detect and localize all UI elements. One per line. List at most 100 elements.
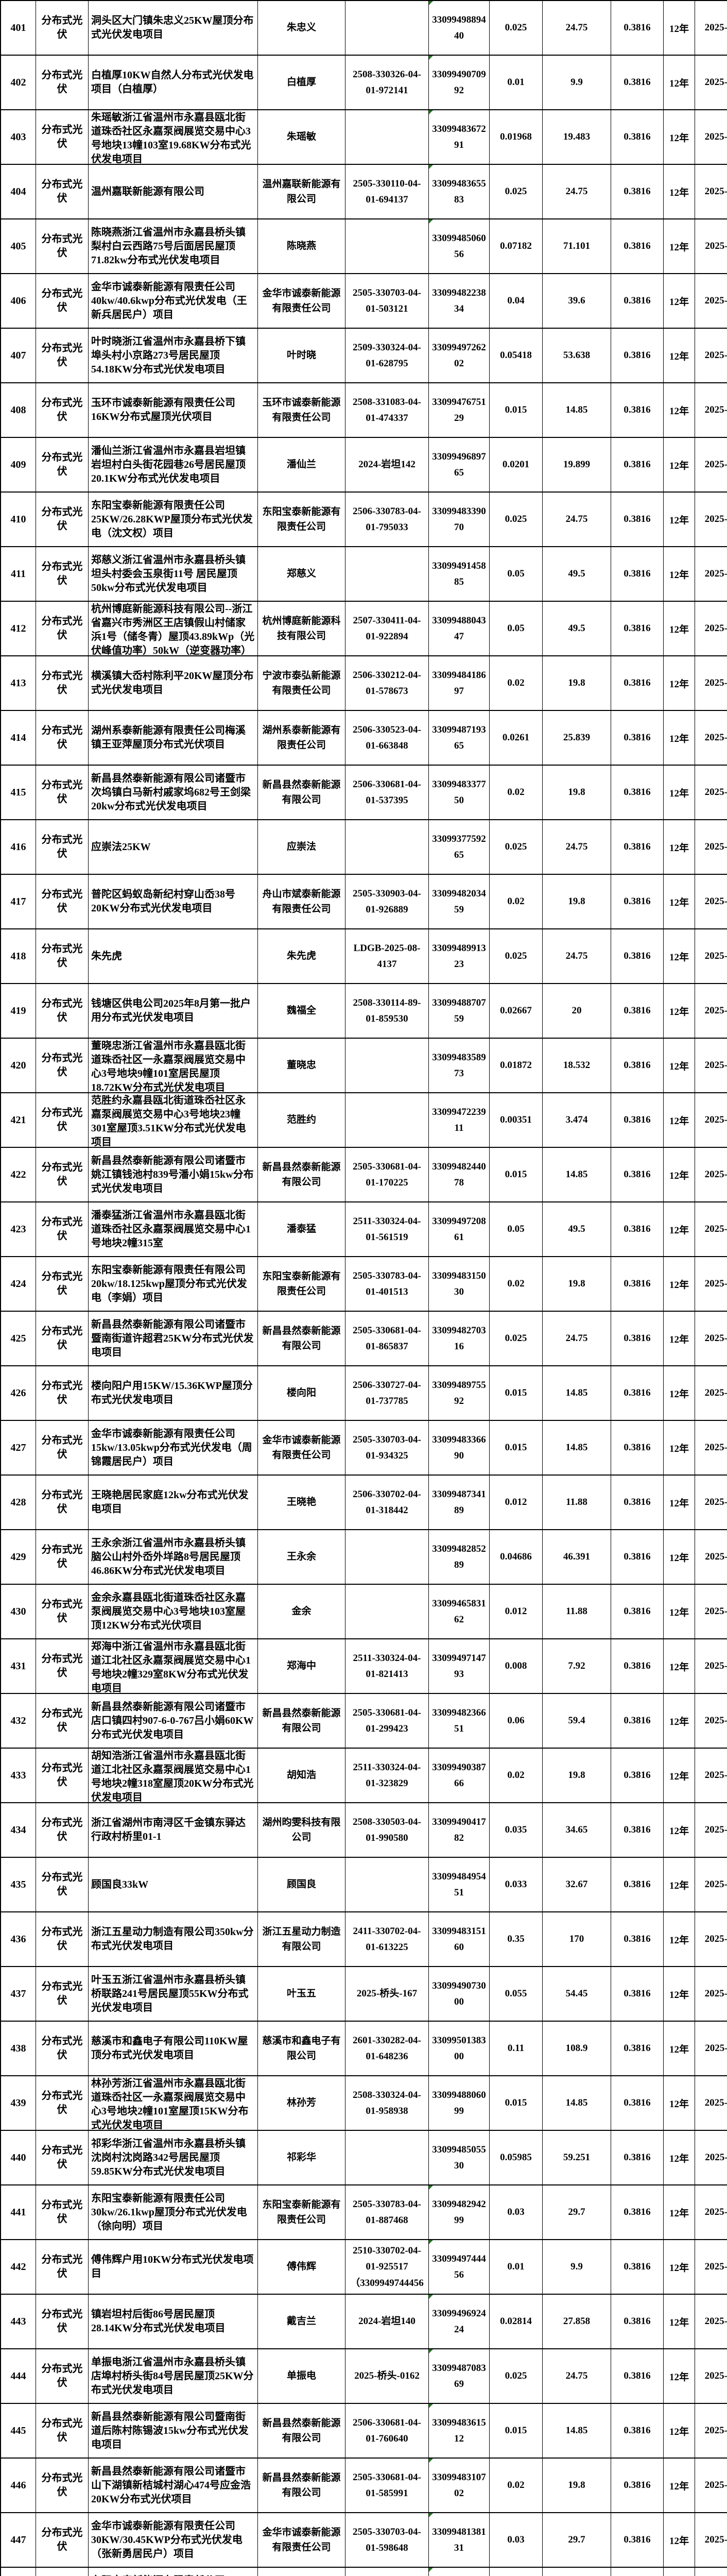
cell-grid-connection-code: 3309948358973 bbox=[428, 1038, 490, 1093]
cell-capacity: 0.0201 bbox=[489, 437, 543, 493]
cell-project-type: 分布式光伏 bbox=[36, 273, 89, 329]
cell-capacity: 0.015 bbox=[489, 1365, 543, 1421]
cell-owner-name: 范胜约 bbox=[257, 1092, 345, 1148]
cell-record-code bbox=[345, 109, 429, 165]
row-number-text: 425 bbox=[10, 1332, 26, 1344]
cell-annual-energy: 25.839 bbox=[542, 710, 611, 766]
annual-energy-text: 59.251 bbox=[563, 2152, 591, 2163]
annual-energy-text: 49.5 bbox=[568, 1224, 585, 1234]
grid-connection-code-text: 3309948870759 bbox=[432, 997, 486, 1024]
row-number-text: 436 bbox=[10, 1933, 26, 1945]
cell-project-name: 横溪镇大岙村陈利平20KW屋顶分布式光伏发电项目 bbox=[88, 655, 258, 711]
row-number-text: 422 bbox=[10, 1168, 26, 1180]
project-name-text: 慈溪市和鑫电子有限公司110KW屋顶分布式光伏发电项目 bbox=[91, 2036, 248, 2061]
cell-price: 0.3816 bbox=[611, 874, 664, 929]
table-row: 447 分布式光伏 金华市诚泰新能源有限责任公司30KW/30.45KWP分布式光伏… bbox=[0, 2512, 727, 2568]
cell-grid-connection-code: 3309948337750 bbox=[428, 765, 490, 820]
table-row: 406 分布式光伏 金华市诚泰新能源有限责任公司40kw/40.6kwp分布式光伏发… bbox=[0, 273, 727, 329]
cell-price: 0.3816 bbox=[611, 2021, 664, 2076]
cell-price: 0.3816 bbox=[611, 1584, 664, 1639]
project-name-text: 浙江五星动力制造有限公司350kw分布式光伏发电项目 bbox=[91, 1926, 254, 1952]
grid-connection-date-text: 2025-06-19 bbox=[704, 514, 727, 524]
cell-project-name: 陈晓燕浙江省温州市永嘉县桥头镇梨村白云西路75号后面居民屋顶71.82kw分布式… bbox=[88, 218, 258, 274]
grid-connection-date-text: 2025-08-11 bbox=[705, 1551, 727, 1562]
owner-name-text: 魏福全 bbox=[286, 1005, 316, 1016]
cell-annual-energy: 11.88 bbox=[542, 1475, 611, 1530]
cell-term: 12年 bbox=[663, 1693, 695, 1749]
cell-project-type: 分布式光伏 bbox=[36, 0, 89, 56]
record-code-text: 2508-330326-04-01-972141 bbox=[353, 69, 421, 96]
owner-name-text: 王晓艳 bbox=[286, 1497, 316, 1508]
table-row: 425 分布式光伏 新昌县然泰新能源有限公司诸暨市暨南街道许超君25KW分布式光伏发… bbox=[0, 1311, 727, 1366]
grid-connection-date-text: 2025-07-09 bbox=[704, 1606, 727, 1617]
term-text: 12年 bbox=[669, 624, 689, 635]
owner-name-text: 东阳宝泰新能源有限责任公司 bbox=[262, 1270, 341, 1297]
cell-term: 12年 bbox=[663, 164, 695, 219]
grid-connection-code-text: 3309949744456 bbox=[432, 2253, 486, 2280]
grid-connection-code-text: 3309948244078 bbox=[432, 1161, 486, 1188]
cell-grid-connection-code: 3309948315030 bbox=[428, 1256, 490, 1312]
cell-record-code: 2506-330783-04-01-795033 bbox=[345, 492, 429, 547]
cell-term: 12年 bbox=[663, 1420, 695, 1476]
project-type-text: 分布式光伏 bbox=[41, 1762, 83, 1788]
capacity-text: 0.0201 bbox=[502, 459, 530, 470]
cell-record-code: 2025-桥头-0162 bbox=[345, 2348, 429, 2404]
annual-energy-text: 19.8 bbox=[568, 787, 585, 798]
cell-annual-energy: 3.474 bbox=[542, 1092, 611, 1148]
row-number-text: 403 bbox=[10, 131, 26, 143]
annual-energy-text: 27.858 bbox=[563, 2316, 591, 2327]
price-text: 0.3816 bbox=[624, 1278, 651, 1289]
record-code-text: 2505-330110-04-01-694137 bbox=[353, 178, 421, 205]
cell-owner-name: 王晓艳 bbox=[257, 1475, 345, 1530]
cell-term: 12年 bbox=[663, 1092, 695, 1148]
project-name-text: 楼向阳户用15KW/15.36KWP屋顶分布式光伏发电项目 bbox=[91, 1380, 253, 1405]
row-number-text: 435 bbox=[10, 1878, 26, 1890]
project-name-text: 潘仙兰浙江省温州市永嘉县岩坦镇岩坦村白头街花园巷26号居民屋顶20.1KW分布式… bbox=[91, 445, 246, 484]
cell-price: 0.3816 bbox=[611, 2239, 664, 2295]
grid-connection-code-text: 3309948336690 bbox=[432, 1434, 486, 1461]
annual-energy-text: 49.5 bbox=[568, 623, 585, 634]
cell-grid-connection-date: 2025-12-18 bbox=[695, 328, 727, 383]
owner-name-text: 金华市诚泰新能源有限责任公司 bbox=[262, 2527, 341, 2553]
cell-grid-connection-date: 2025-09-18 bbox=[695, 1365, 727, 1421]
owner-name-text: 新昌县然泰新能源有限公司 bbox=[262, 1707, 341, 1734]
row-number-text: 446 bbox=[10, 2479, 26, 2491]
term-text: 12年 bbox=[669, 2426, 689, 2437]
cell-project-name: 新昌县然泰新能源有限公司暨南街道后陈村陈锡波15kw分布式光伏发电项目 bbox=[88, 2403, 258, 2459]
cell-grid-connection-date: 2025-06-20 bbox=[695, 1147, 727, 1202]
cell-price: 0.3816 bbox=[611, 1802, 664, 1858]
cell-project-name: 顾国良33kW bbox=[88, 1857, 258, 1912]
cell-row-number: 423 bbox=[0, 1201, 36, 1257]
cell-annual-energy: 59.4 bbox=[542, 1693, 611, 1749]
table-row: 446 分布式光伏 新昌县然泰新能源有限公司诸暨市山下湖镇新桔城村湖心474号应金浩… bbox=[0, 2458, 727, 2513]
cell-project-type: 分布式光伏 bbox=[36, 1201, 89, 1257]
grid-connection-code-text: 3309949145885 bbox=[432, 560, 486, 587]
cell-price: 0.3816 bbox=[611, 819, 664, 875]
cell-grid-connection-date: 2025-07-02 bbox=[695, 874, 727, 929]
cell-project-name: 浙江省湖州市南浔区千金镇东驿达行政村桥里01-1 bbox=[88, 1802, 258, 1858]
cell-row-number: 414 bbox=[0, 710, 36, 766]
cell-project-type: 分布式光伏 bbox=[36, 2348, 89, 2404]
cell-term: 12年 bbox=[663, 601, 695, 656]
cell-owner-name: 单振电 bbox=[257, 2348, 345, 2404]
cell-project-type: 分布式光伏 bbox=[36, 2075, 89, 2131]
cell-owner-name: 东阳宝泰新能源有限责任公司 bbox=[257, 2184, 345, 2240]
owner-name-text: 新昌县然泰新能源有限公司 bbox=[262, 1325, 341, 1351]
cell-record-code bbox=[345, 0, 429, 56]
row-number-text: 423 bbox=[10, 1223, 26, 1235]
project-type-text: 分布式光伏 bbox=[41, 1981, 83, 2006]
grid-connection-code-text: 3309948495451 bbox=[432, 1871, 486, 1898]
project-name-text: 朱先虎 bbox=[91, 950, 122, 962]
cell-term: 12年 bbox=[663, 1802, 695, 1858]
project-type-text: 分布式光伏 bbox=[41, 2527, 83, 2552]
cell-price: 0.3816 bbox=[611, 2403, 664, 2459]
grid-connection-code-text: 3309948734189 bbox=[432, 1488, 486, 1516]
row-number-text: 445 bbox=[10, 2425, 26, 2436]
record-code-text: 2507-330411-04-01-922894 bbox=[353, 615, 421, 642]
capacity-text: 0.02 bbox=[507, 677, 525, 688]
term-text: 12年 bbox=[669, 952, 689, 963]
project-type-text: 分布式光伏 bbox=[41, 1926, 83, 1952]
grid-connection-date-text: 2025-06-26 bbox=[704, 787, 727, 798]
table-row: 439 分布式光伏 林孙芳浙江省温州市永嘉县瓯北街道珠岙社区一永嘉泵阀展览交易中心3… bbox=[0, 2075, 727, 2131]
annual-energy-text: 34.65 bbox=[565, 1824, 588, 1835]
